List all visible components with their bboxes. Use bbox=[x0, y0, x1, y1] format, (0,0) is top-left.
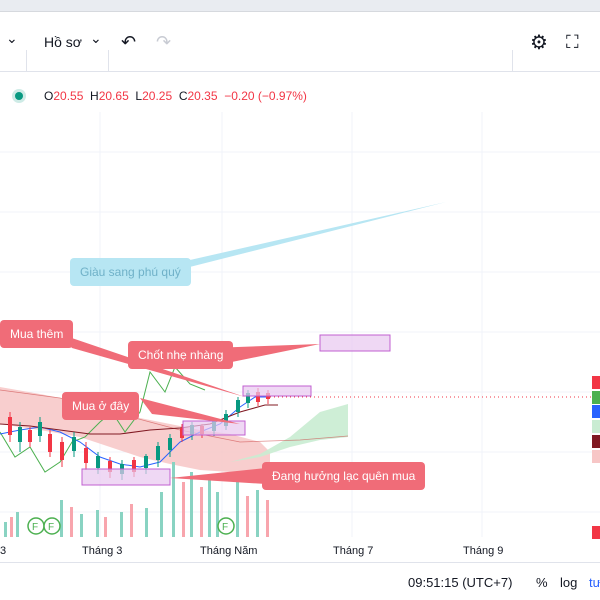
profile-label: Hồ sơ bbox=[44, 34, 82, 50]
high-label: H bbox=[90, 89, 99, 103]
toolbar-divider bbox=[26, 50, 27, 72]
event-markers bbox=[27, 517, 235, 535]
change-value: −0.20 (−0.97%) bbox=[224, 89, 307, 103]
buy-zone-box bbox=[81, 468, 171, 486]
callout-tail-mua-o-day bbox=[140, 398, 240, 424]
close-value: 20.35 bbox=[187, 89, 218, 103]
undo-icon: ↶ bbox=[121, 31, 137, 52]
annotation-giau-sang[interactable]: Giàu sang phú quý bbox=[70, 258, 191, 286]
fullscreen-icon: ⛶ bbox=[566, 31, 579, 52]
x-axis-tick: Tháng 3 bbox=[82, 545, 123, 557]
gear-icon: ⚙ bbox=[530, 31, 548, 54]
event-marker-f: F bbox=[48, 522, 54, 533]
profile-dropdown[interactable]: Hồ sơ ⌄ bbox=[44, 12, 102, 72]
browser-top-strip bbox=[0, 0, 600, 12]
event-marker-f: F bbox=[32, 522, 38, 533]
undo-button[interactable]: ↶ bbox=[121, 12, 136, 72]
fullscreen-button[interactable]: ⛶ bbox=[566, 12, 579, 72]
percent-scale-toggle[interactable]: % bbox=[536, 575, 548, 590]
redo-button[interactable]: ↷ bbox=[156, 12, 171, 72]
close-label: C bbox=[178, 89, 188, 103]
base-line bbox=[0, 404, 278, 435]
open-label: O bbox=[44, 89, 54, 103]
x-axis-tick: Tháng 9 bbox=[463, 545, 504, 557]
ichimoku-cloud-green bbox=[230, 404, 348, 462]
redo-icon: ↷ bbox=[156, 31, 172, 52]
settings-button[interactable]: ⚙ bbox=[530, 12, 548, 72]
market-status-dot bbox=[15, 92, 23, 100]
ohlc-legend: O20.55 H20.65 L20.25 C20.35 −0.20 (−0.97… bbox=[44, 89, 307, 103]
toolbar-divider bbox=[512, 50, 513, 72]
x-axis-tick: Tháng 7 bbox=[333, 545, 374, 557]
annotation-mua-o-day[interactable]: Mua ở đây bbox=[62, 392, 140, 420]
chevron-down-icon: ⌄ bbox=[6, 29, 18, 46]
low-label: L bbox=[135, 89, 143, 103]
x-axis-tick: 3 bbox=[0, 545, 7, 557]
chart-toolbar: ⌄ Hồ sơ ⌄ ↶ ↷ ⚙ ⛶ bbox=[0, 12, 600, 72]
chart-footer: 09:51:15 (UTC+7) % log tư bbox=[0, 562, 600, 600]
interval-dropdown-chevron[interactable]: ⌄ bbox=[6, 12, 18, 72]
annotation-dang-huong[interactable]: Đang hưởng lạc quên mua bbox=[262, 462, 426, 490]
callout-tail-giau-sang bbox=[170, 202, 446, 272]
callout-tail-chot-nhe bbox=[210, 344, 320, 364]
annotation-chot-nhe[interactable]: Chốt nhẹ nhàng bbox=[128, 341, 234, 369]
annotation-mua-them[interactable]: Mua thêm bbox=[0, 320, 74, 348]
high-value: 20.65 bbox=[98, 89, 129, 103]
chevron-down-icon: ⌄ bbox=[89, 29, 102, 46]
volume-bars bbox=[4, 462, 269, 537]
event-marker-f: F bbox=[222, 522, 228, 533]
target-box bbox=[319, 334, 391, 352]
take-profit-box bbox=[242, 385, 312, 397]
price-chart[interactable]: F F F bbox=[0, 112, 600, 542]
auto-scale-toggle[interactable]: tư bbox=[589, 575, 600, 590]
clock-readout[interactable]: 09:51:15 (UTC+7) bbox=[408, 575, 513, 590]
log-scale-toggle[interactable]: log bbox=[560, 575, 578, 590]
x-axis-tick: Tháng Năm bbox=[200, 545, 258, 557]
low-value: 20.25 bbox=[142, 89, 173, 103]
toolbar-divider bbox=[108, 50, 109, 72]
callout-tail-dang-huong bbox=[170, 468, 266, 484]
open-value: 20.55 bbox=[53, 89, 84, 103]
